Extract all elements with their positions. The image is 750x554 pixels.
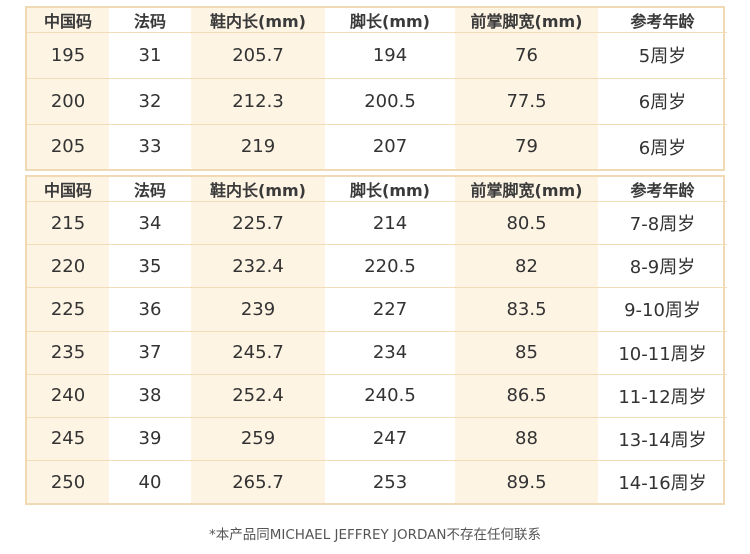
table-row: 200 32 212.3 200.5 77.5 6周岁 (27, 78, 727, 125)
cell-forefoot-width: 86.5 (455, 374, 598, 418)
cell-cn-size: 220 (27, 244, 109, 289)
cell-eu-size: 35 (109, 244, 191, 289)
header-ref-age: 参考年龄 (598, 8, 727, 33)
disclaimer-footnote: *本产品同MICHAEL JEFFREY JORDAN不存在任何联系 (208, 527, 541, 543)
cell-inner-length: 232.4 (191, 244, 325, 289)
cell-ref-age: 8-9周岁 (598, 244, 727, 289)
header-ref-age: 参考年龄 (598, 177, 727, 202)
table-row: 220 35 232.4 220.5 82 8-9周岁 (27, 244, 727, 289)
header-row: 中国码 法码 鞋内长(mm) 脚长(mm) 前掌脚宽(mm) 参考年龄 (27, 177, 727, 202)
size-table-small-grid: 中国码 法码 鞋内长(mm) 脚长(mm) 前掌脚宽(mm) 参考年龄 195 … (27, 8, 727, 169)
cell-forefoot-width: 80.5 (455, 201, 598, 246)
cell-eu-size: 40 (138, 471, 162, 493)
header-foot-length: 脚长(mm) (325, 177, 455, 202)
cell-ref-age: 13-14周岁 (598, 417, 727, 462)
cell-inner-length: 219 (191, 124, 325, 169)
table-row: 225 36 239 227 83.5 9-10周岁 (27, 287, 727, 332)
cell-foot-length: 240.5 (325, 374, 455, 418)
table-row: 205 33 219 207 79 6周岁 (27, 124, 727, 169)
cell-forefoot-width: 89.5 (455, 460, 598, 503)
cell-inner-length: 239 (191, 287, 325, 332)
cell-foot-length: 194 (325, 32, 455, 79)
cell-cn-size: 240 (27, 374, 109, 418)
header-cn-size: 中国码 (27, 8, 109, 33)
cell-forefoot-width: 88 (455, 417, 598, 462)
cell-ref-age: 11-12周岁 (598, 374, 727, 418)
cell-eu-size: 39 (109, 417, 191, 462)
cell-inner-length: 245.7 (191, 331, 325, 375)
cell-eu-size: 31 (109, 32, 191, 79)
header-eu-size: 法码 (109, 177, 191, 202)
cell-eu-size: 37 (109, 331, 191, 375)
table-row: 195 31 205.7 194 76 5周岁 (27, 32, 727, 79)
cell-foot-length: 200.5 (325, 78, 455, 125)
cell-cn-size: 205 (27, 124, 109, 169)
cell-eu-size: 33 (138, 136, 162, 158)
cell-foot-length: 220.5 (325, 244, 455, 289)
cell-inner-length: 252.4 (191, 374, 325, 418)
cell-ref-age: 10-11周岁 (598, 331, 727, 375)
cell-foot-length: 253 (372, 471, 408, 493)
cell-inner-length: 205.7 (191, 32, 325, 79)
cell-cn-size: 200 (27, 78, 109, 125)
cell-cn-size: 225 (27, 287, 109, 332)
header-forefoot-width: 前掌脚宽(mm) (455, 177, 598, 202)
table-row: 245 39 259 247 88 13-14周岁 (27, 417, 727, 462)
cell-ref-age: 14-16周岁 (618, 473, 707, 495)
header-inner-length: 鞋内长(mm) (191, 177, 325, 202)
size-table-small: 中国码 法码 鞋内长(mm) 脚长(mm) 前掌脚宽(mm) 参考年龄 195 … (25, 6, 727, 171)
cell-inner-length: 212.3 (191, 78, 325, 125)
cell-eu-size: 32 (109, 78, 191, 125)
cell-forefoot-width: 85 (455, 331, 598, 375)
table-row: 215 34 225.7 214 80.5 7-8周岁 (27, 201, 727, 246)
cell-inner-length: 265.7 (191, 460, 325, 503)
cell-ref-age: 7-8周岁 (598, 201, 727, 246)
cell-eu-size: 38 (109, 374, 191, 418)
header-row: 中国码 法码 鞋内长(mm) 脚长(mm) 前掌脚宽(mm) 参考年龄 (27, 8, 727, 33)
header-forefoot-width: 前掌脚宽(mm) (455, 8, 598, 33)
cell-forefoot-width: 76 (455, 32, 598, 79)
cell-forefoot-width: 83.5 (455, 287, 598, 332)
cell-forefoot-width: 79 (455, 124, 598, 169)
header-cn-size: 中国码 (27, 177, 109, 202)
cell-ref-age: 6周岁 (638, 137, 687, 159)
cell-inner-length: 225.7 (191, 201, 325, 246)
cell-cn-size: 245 (27, 417, 109, 462)
header-eu-size: 法码 (109, 8, 191, 33)
cell-foot-length: 234 (325, 331, 455, 375)
table-row: 250 40 265.7 253 89.5 14-16周岁 (27, 460, 727, 503)
cell-eu-size: 34 (109, 201, 191, 246)
header-foot-length: 脚长(mm) (325, 8, 455, 33)
cell-cn-size: 235 (27, 331, 109, 375)
cell-foot-length: 214 (325, 201, 455, 246)
size-table-large-grid: 中国码 法码 鞋内长(mm) 脚长(mm) 前掌脚宽(mm) 参考年龄 215 … (27, 177, 727, 503)
cell-foot-length: 247 (325, 417, 455, 462)
cell-foot-length: 207 (372, 136, 408, 158)
cell-eu-size: 36 (109, 287, 191, 332)
table-row: 235 37 245.7 234 85 10-11周岁 (27, 331, 727, 375)
cell-ref-age: 6周岁 (598, 78, 727, 125)
cell-ref-age: 9-10周岁 (598, 287, 727, 332)
table-row: 240 38 252.4 240.5 86.5 11-12周岁 (27, 374, 727, 418)
cell-ref-age: 5周岁 (598, 32, 727, 79)
cell-inner-length: 259 (191, 417, 325, 462)
header-inner-length: 鞋内长(mm) (191, 8, 325, 33)
cell-cn-size: 215 (27, 201, 109, 246)
cell-forefoot-width: 82 (455, 244, 598, 289)
cell-cn-size: 250 (27, 460, 109, 503)
cell-forefoot-width: 77.5 (455, 78, 598, 125)
size-table-large: 中国码 法码 鞋内长(mm) 脚长(mm) 前掌脚宽(mm) 参考年龄 215 … (25, 175, 727, 505)
cell-cn-size: 195 (27, 32, 109, 79)
cell-foot-length: 227 (325, 287, 455, 332)
